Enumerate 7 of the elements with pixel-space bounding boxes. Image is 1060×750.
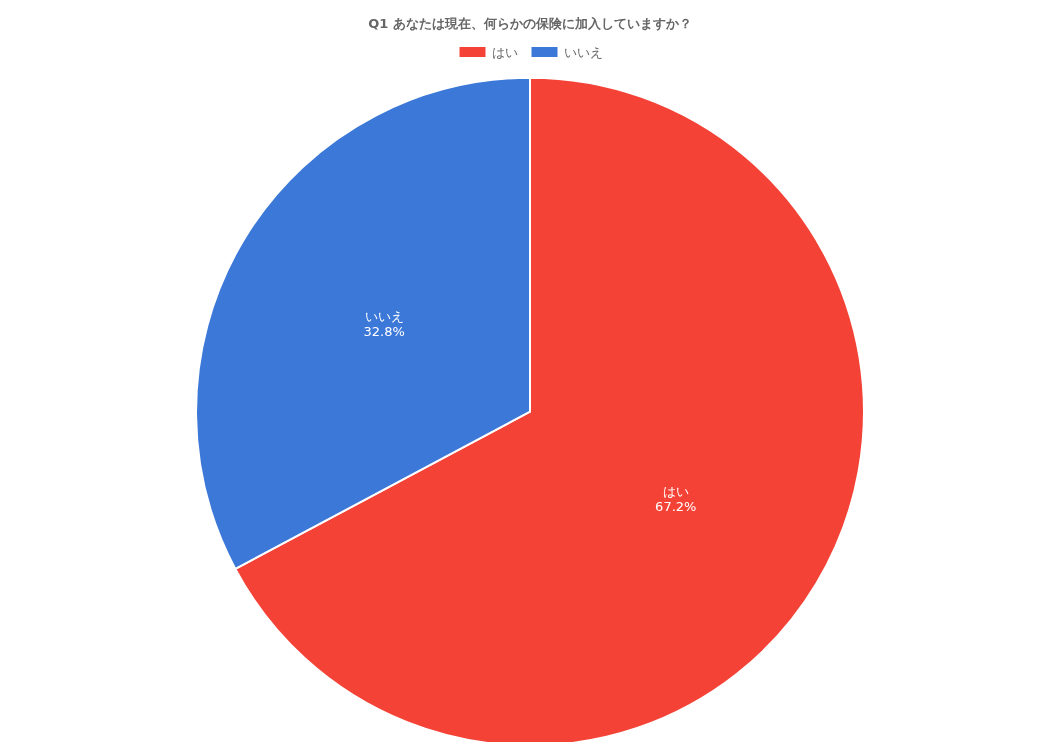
data-label: 32.8% — [363, 324, 405, 340]
slice-label: はい — [662, 484, 689, 500]
legend-label: はい — [491, 44, 518, 60]
legend-label: いいえ — [563, 44, 603, 60]
slice-label: いいえ — [364, 309, 404, 325]
chart-title: Q1 あなたは現在、何らかの保険に加入していますか？ — [368, 16, 692, 31]
data-label: 67.2% — [655, 499, 697, 515]
